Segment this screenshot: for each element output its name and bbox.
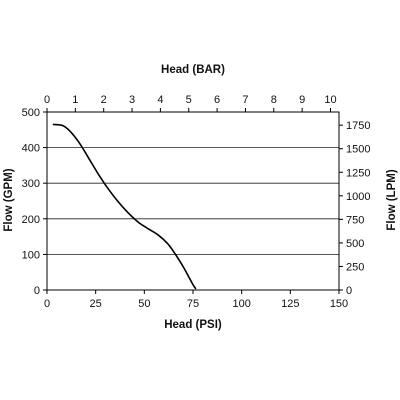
x2-tick-label: 7 xyxy=(242,94,248,106)
x2-tick-label: 6 xyxy=(214,94,220,106)
gridlines xyxy=(47,111,339,291)
top-axis-title: Head (BAR) xyxy=(161,64,225,76)
x2-tick-label: 5 xyxy=(186,94,192,106)
axis-ticks: 0 25 50 75 100 125 1500 1 2 3 4 5 6 7 8 9 10010020030040… xyxy=(22,94,371,310)
y-tick-label: 100 xyxy=(22,249,40,261)
plot-frame xyxy=(46,111,340,291)
x-tick-label: 0 xyxy=(44,298,50,310)
x-tick-label: 100 xyxy=(232,298,250,310)
y2-tick-label: 0 xyxy=(346,285,352,297)
x2-tick-label: 10 xyxy=(324,94,336,106)
x2-tick-label: 1 xyxy=(72,94,78,106)
y-tick-label: 400 xyxy=(22,143,40,155)
x2-tick-label: 2 xyxy=(101,94,107,106)
bottom-axis-title: Head (PSI) xyxy=(164,319,222,331)
y-tick-label: 0 xyxy=(34,285,40,297)
flow-curve-line xyxy=(52,123,197,290)
series-layer xyxy=(52,123,197,290)
x-tick-label: 150 xyxy=(330,298,348,310)
y-tick-label: 500 xyxy=(22,107,40,119)
y2-tick-label: 1000 xyxy=(346,191,370,203)
y2-tick-label: 750 xyxy=(346,214,364,226)
x-tick-label: 75 xyxy=(187,298,199,310)
y-tick-label: 200 xyxy=(22,214,40,226)
x-tick-label: 50 xyxy=(138,298,150,310)
x2-tick-label: 0 xyxy=(44,94,50,106)
left-axis-title: Flow (GPM) xyxy=(3,168,15,231)
y2-tick-label: 1250 xyxy=(346,167,370,179)
x-tick-label: 25 xyxy=(90,298,102,310)
y2-tick-label: 1750 xyxy=(346,120,370,132)
x2-tick-label: 4 xyxy=(157,94,163,106)
y2-tick-label: 1500 xyxy=(346,144,370,156)
x2-tick-label: 8 xyxy=(271,94,277,106)
right-axis-title: Flow (LPM) xyxy=(386,169,398,230)
y-tick-label: 300 xyxy=(22,178,40,190)
y2-tick-label: 500 xyxy=(346,238,364,250)
x2-tick-label: 9 xyxy=(299,94,305,106)
x2-tick-label: 3 xyxy=(129,94,135,106)
x-tick-label: 125 xyxy=(281,298,299,310)
y2-tick-label: 250 xyxy=(346,261,364,273)
